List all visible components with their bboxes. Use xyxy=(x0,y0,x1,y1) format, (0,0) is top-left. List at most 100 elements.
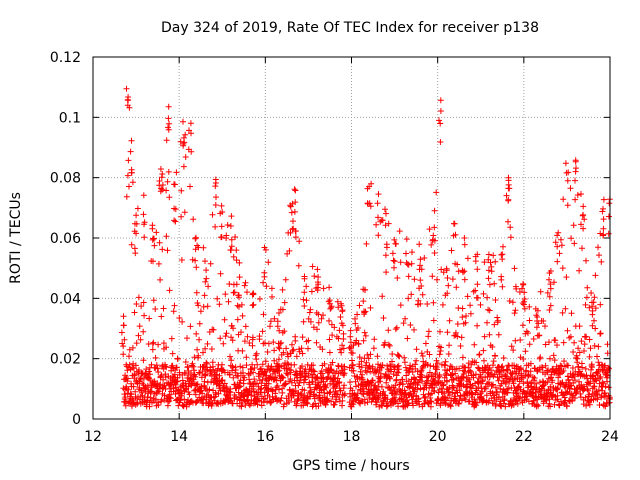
data-point xyxy=(254,361,261,368)
data-point xyxy=(403,372,410,379)
data-point xyxy=(243,354,250,361)
data-point xyxy=(209,211,216,218)
data-point xyxy=(574,355,581,362)
data-point xyxy=(196,369,202,376)
data-point xyxy=(395,366,402,373)
data-point xyxy=(181,396,188,403)
data-point xyxy=(500,355,507,361)
data-point xyxy=(605,230,612,237)
data-point xyxy=(133,220,140,227)
data-point xyxy=(592,272,599,279)
data-point xyxy=(378,364,385,371)
data-point xyxy=(446,342,453,349)
data-point xyxy=(186,391,193,398)
data-point xyxy=(490,358,497,365)
data-point xyxy=(239,364,246,371)
data-point xyxy=(477,390,484,397)
data-point xyxy=(327,389,334,395)
data-point xyxy=(276,386,282,393)
data-point xyxy=(417,385,424,392)
data-point xyxy=(217,335,224,342)
data-point xyxy=(366,395,373,401)
data-point xyxy=(194,397,201,404)
data-point xyxy=(403,250,409,257)
data-point xyxy=(311,273,318,280)
data-point xyxy=(495,331,502,338)
data-point xyxy=(329,359,336,366)
data-point xyxy=(356,302,363,309)
data-point xyxy=(560,339,567,346)
data-point xyxy=(363,369,370,376)
data-point xyxy=(399,381,406,387)
data-point xyxy=(188,370,194,376)
data-point xyxy=(200,244,207,251)
x-tick-label: 18 xyxy=(343,429,361,445)
data-point xyxy=(370,345,377,352)
data-point xyxy=(347,345,354,352)
data-point xyxy=(589,307,596,314)
data-point xyxy=(248,366,255,373)
data-point xyxy=(396,353,403,360)
data-point xyxy=(166,120,173,127)
data-point xyxy=(200,303,207,310)
data-point xyxy=(480,397,487,404)
data-point xyxy=(485,275,492,282)
data-point xyxy=(166,194,173,201)
data-point xyxy=(584,386,591,393)
data-point xyxy=(124,367,131,374)
data-point xyxy=(240,380,247,387)
data-point xyxy=(506,363,513,369)
data-point xyxy=(361,329,368,336)
data-point xyxy=(221,380,228,387)
data-point xyxy=(586,391,593,398)
data-point xyxy=(152,354,159,361)
data-point xyxy=(430,317,437,324)
data-point xyxy=(328,398,335,405)
data-point xyxy=(477,301,484,308)
data-point xyxy=(531,375,538,381)
data-point xyxy=(274,382,281,389)
data-point xyxy=(382,371,389,378)
data-point xyxy=(386,342,393,349)
data-point xyxy=(185,383,192,390)
data-point xyxy=(228,334,235,341)
data-point xyxy=(347,327,354,334)
data-point xyxy=(565,362,572,369)
data-point xyxy=(467,368,474,375)
data-point xyxy=(379,362,386,369)
data-point xyxy=(119,340,126,347)
data-point xyxy=(186,127,192,134)
data-point xyxy=(452,329,459,336)
data-point xyxy=(387,375,393,382)
data-point xyxy=(146,368,152,375)
data-point xyxy=(545,367,552,374)
data-point xyxy=(486,307,493,314)
data-point xyxy=(483,392,490,399)
data-point xyxy=(480,347,487,354)
data-point xyxy=(332,374,339,381)
data-point xyxy=(215,390,222,397)
data-point xyxy=(560,367,567,374)
data-point xyxy=(359,376,366,383)
data-point xyxy=(307,393,314,400)
data-point xyxy=(572,177,578,184)
data-point xyxy=(212,223,219,230)
data-point xyxy=(492,384,499,391)
data-point xyxy=(249,334,256,341)
data-point xyxy=(260,311,267,318)
data-point xyxy=(542,323,548,330)
data-point xyxy=(165,168,172,175)
data-point xyxy=(178,187,185,194)
data-point xyxy=(251,376,258,383)
data-point xyxy=(427,362,434,369)
data-points xyxy=(118,85,613,410)
data-point xyxy=(126,346,133,353)
data-point xyxy=(234,302,241,309)
data-point xyxy=(290,346,297,353)
data-point xyxy=(556,250,563,257)
data-point xyxy=(308,288,315,295)
data-point xyxy=(326,336,333,343)
data-point xyxy=(547,302,554,309)
data-point xyxy=(331,401,338,408)
data-point xyxy=(430,387,437,394)
